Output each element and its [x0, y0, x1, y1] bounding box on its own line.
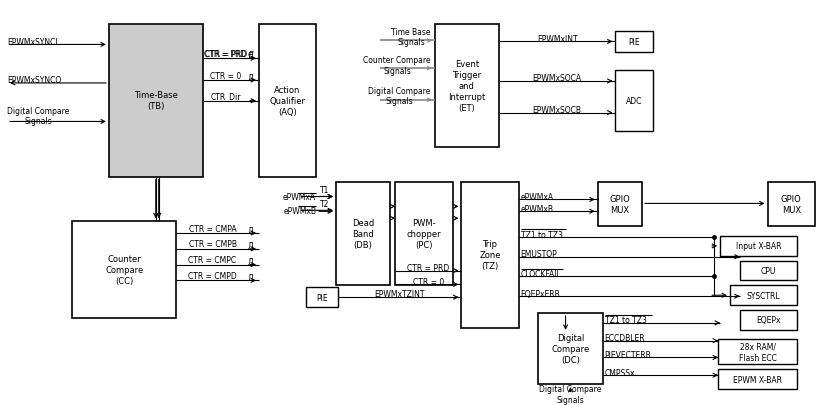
- Bar: [615, 71, 653, 132]
- Text: Input X-BAR: Input X-BAR: [736, 242, 782, 251]
- Text: CTR = CMPB: CTR = CMPB: [189, 240, 237, 249]
- Bar: [740, 310, 797, 330]
- Text: Time Base
Signals: Time Base Signals: [391, 28, 431, 47]
- Text: ADC: ADC: [626, 97, 643, 106]
- Text: Л: Л: [247, 52, 253, 61]
- Text: PWM-
chopper
(PC): PWM- chopper (PC): [407, 218, 441, 249]
- Bar: [730, 286, 797, 305]
- Bar: [598, 182, 642, 226]
- Text: PIE: PIE: [317, 293, 328, 302]
- Bar: [740, 261, 797, 281]
- Text: TZ1 to TZ3: TZ1 to TZ3: [521, 230, 562, 239]
- Text: Л: Л: [247, 226, 253, 235]
- Text: Л: Л: [247, 273, 253, 282]
- Bar: [395, 182, 452, 286]
- Bar: [718, 339, 797, 365]
- Text: ECCDBLER: ECCDBLER: [605, 333, 645, 342]
- Text: EPWMxSOCB: EPWMxSOCB: [533, 106, 581, 115]
- Text: CTR_Dir: CTR_Dir: [211, 92, 241, 101]
- Bar: [767, 182, 815, 226]
- Text: TZ1 to TZ3: TZ1 to TZ3: [605, 315, 647, 325]
- Text: GPIO
MUX: GPIO MUX: [609, 194, 630, 214]
- Text: Time-Base
(TB): Time-Base (TB): [134, 91, 178, 111]
- Text: T2: T2: [320, 199, 329, 209]
- Text: CTR = PRD: CTR = PRD: [407, 263, 449, 273]
- Text: CTR = 0: CTR = 0: [413, 277, 444, 286]
- Text: Л: Л: [247, 242, 253, 251]
- Text: CTR = CMPD: CTR = CMPD: [189, 271, 237, 280]
- Text: ePWMxA: ePWMxA: [521, 192, 554, 202]
- Text: Trip
Zone
(TZ): Trip Zone (TZ): [480, 240, 501, 271]
- Bar: [718, 369, 797, 389]
- Text: EMUSTOP: EMUSTOP: [521, 249, 557, 259]
- Text: Counter Compare
Signals: Counter Compare Signals: [363, 56, 431, 76]
- Text: EPWM X-BAR: EPWM X-BAR: [734, 375, 782, 384]
- Text: EQEPxERR: EQEPxERR: [521, 289, 561, 298]
- Bar: [109, 25, 203, 177]
- Bar: [259, 25, 316, 177]
- Text: CPU: CPU: [761, 266, 777, 275]
- Text: EPWMxSYNCI: EPWMxSYNCI: [7, 38, 58, 47]
- Text: CTR = 0: CTR = 0: [210, 71, 241, 80]
- Text: SYSCTRL: SYSCTRL: [747, 291, 781, 300]
- Text: EQEPx: EQEPx: [756, 315, 781, 325]
- Text: T1: T1: [320, 185, 329, 195]
- Text: ePWMxB: ePWMxB: [283, 206, 316, 215]
- Bar: [615, 32, 653, 53]
- Text: CTR = CMPC: CTR = CMPC: [189, 256, 237, 264]
- Text: Digital
Compare
(DC): Digital Compare (DC): [552, 333, 590, 364]
- Text: CMPSSx: CMPSSx: [605, 368, 635, 377]
- Text: 28x RAM/
Flash ECC: 28x RAM/ Flash ECC: [739, 342, 777, 362]
- Text: ePWMxB: ePWMxB: [521, 205, 553, 213]
- Text: Є: Є: [248, 51, 254, 60]
- Text: ePWMxA: ePWMxA: [283, 192, 316, 202]
- Bar: [306, 288, 338, 307]
- Text: Action
Qualifier
(AQ): Action Qualifier (AQ): [270, 85, 306, 117]
- Text: Counter
Compare
(CC): Counter Compare (CC): [105, 254, 143, 286]
- Text: PIE: PIE: [629, 38, 640, 47]
- Bar: [538, 313, 603, 384]
- Text: CTR = CMPA: CTR = CMPA: [189, 224, 237, 233]
- Text: EPWMxTZINT: EPWMxTZINT: [375, 289, 425, 298]
- Bar: [72, 222, 176, 318]
- Text: PIEVECTERR: PIEVECTERR: [605, 350, 652, 359]
- Text: Digital Compare
Signals: Digital Compare Signals: [368, 87, 431, 106]
- Text: EPWMxSOCA: EPWMxSOCA: [533, 74, 581, 83]
- Bar: [720, 237, 797, 256]
- Text: CTR = PRD: CTR = PRD: [205, 50, 247, 59]
- Text: Dead
Band
(DB): Dead Band (DB): [352, 218, 375, 249]
- Text: EPWMxINT: EPWMxINT: [537, 35, 577, 44]
- Text: Digital Compare
Signals: Digital Compare Signals: [7, 107, 69, 126]
- Text: EPWMxSYNCO: EPWMxSYNCO: [7, 76, 61, 85]
- Text: Л: Л: [247, 73, 253, 82]
- Text: Event
Trigger
and
Interrupt
(ET): Event Trigger and Interrupt (ET): [448, 60, 485, 113]
- Text: CLOCKFAIL: CLOCKFAIL: [521, 269, 562, 278]
- Bar: [461, 182, 519, 328]
- Text: Digital Compare
Signals: Digital Compare Signals: [539, 384, 602, 404]
- Text: CTR = PRD: CTR = PRD: [203, 50, 246, 59]
- Text: GPIO
MUX: GPIO MUX: [781, 194, 801, 214]
- Text: Л: Л: [247, 258, 253, 266]
- Bar: [336, 182, 390, 286]
- Bar: [435, 25, 499, 148]
